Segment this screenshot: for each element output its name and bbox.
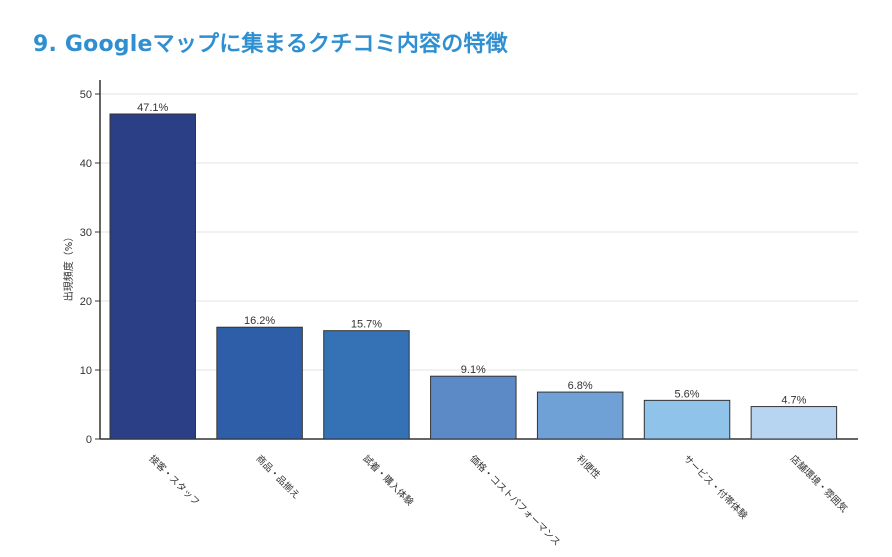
page-title: 9. Googleマップに集まるクチコミ内容の特徴 xyxy=(33,32,508,57)
bar-value-label: 6.8% xyxy=(568,380,593,392)
bar-value-label: 9.1% xyxy=(461,364,486,376)
bar-value-label: 47.1% xyxy=(137,102,168,114)
bar xyxy=(109,113,196,440)
x-tick-label: 利便性 xyxy=(574,453,603,482)
x-tick-label: 接客・スタッフ xyxy=(147,453,203,509)
x-tick-label: 店舗環境・雰囲気 xyxy=(788,453,851,516)
bar xyxy=(536,391,624,440)
y-tick-label: 20 xyxy=(80,296,92,308)
bar xyxy=(323,330,410,440)
y-tick-label: 50 xyxy=(80,89,92,101)
bar xyxy=(216,326,303,440)
y-tick-label: 0 xyxy=(86,434,92,446)
y-tick-label: 10 xyxy=(80,365,92,377)
bar-value-label: 15.7% xyxy=(351,319,382,331)
x-tick-label: 価格・コストパフォーマンス xyxy=(467,453,563,549)
y-tick-label: 40 xyxy=(80,158,92,170)
bar-value-label: 16.2% xyxy=(244,315,275,327)
x-tick-label: サービス・付帯体験 xyxy=(681,453,750,522)
bar xyxy=(643,399,731,440)
x-tick-label: 商品・品揃え xyxy=(253,453,302,502)
bar xyxy=(430,375,517,440)
y-tick-label: 30 xyxy=(80,227,92,239)
y-axis-label: 出現頻度（%） xyxy=(62,232,75,302)
bar-value-label: 4.7% xyxy=(781,395,806,407)
x-tick-label: 試着・購入体験 xyxy=(360,453,416,509)
bar-value-label: 5.6% xyxy=(674,388,699,400)
bar xyxy=(750,406,838,440)
